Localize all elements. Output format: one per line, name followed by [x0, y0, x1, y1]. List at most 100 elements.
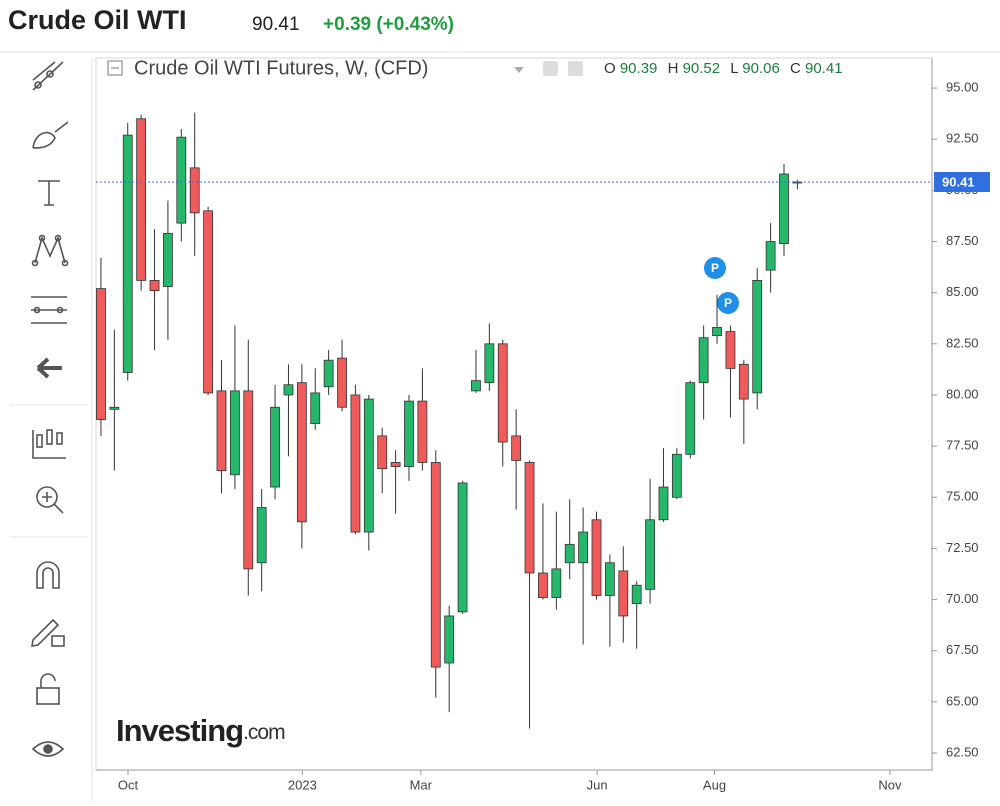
candle-body	[564, 543, 575, 564]
candle-body	[538, 572, 548, 598]
zoom-tool[interactable]	[36, 486, 64, 514]
y-tick-label: 75.00	[946, 489, 979, 504]
event-marker-label: P	[724, 296, 732, 310]
fib-tool[interactable]	[31, 296, 67, 324]
y-tick-label: 95.00	[946, 80, 979, 95]
candle-body	[738, 363, 749, 400]
watermark-brand: Investing	[116, 713, 243, 748]
series-dropdown[interactable]	[514, 67, 524, 73]
close-label: C	[790, 60, 801, 77]
candle-body	[363, 398, 374, 533]
candle-body	[337, 357, 347, 408]
candle-body	[189, 167, 200, 214]
candle-body	[283, 384, 294, 396]
y-tick-label: 65.00	[946, 693, 979, 708]
price-label: 90.41	[942, 174, 975, 189]
candle-body	[645, 519, 655, 590]
candle-body	[752, 279, 763, 394]
candle-body	[430, 462, 441, 668]
last-price: 90.41	[252, 14, 300, 35]
candle-body	[484, 343, 495, 384]
x-tick-label: 2023	[288, 777, 317, 792]
candle-body	[671, 453, 682, 498]
candle-body	[444, 615, 455, 664]
candle-body	[229, 390, 240, 476]
candle-body	[765, 241, 776, 271]
y-tick-label: 62.50	[946, 744, 979, 759]
candle-body	[270, 406, 280, 488]
lock-drawing-tool[interactable]	[31, 618, 65, 647]
candle-body	[471, 380, 481, 392]
candle-body	[417, 400, 428, 463]
x-tick-label: Oct	[118, 777, 139, 792]
candle-body	[136, 118, 147, 281]
x-tick-label: Aug	[703, 777, 726, 792]
candle-body	[658, 486, 669, 521]
open-value: 90.39	[620, 60, 658, 77]
candle-body	[96, 288, 106, 420]
candle-body	[578, 531, 589, 564]
close-value: 90.41	[805, 60, 843, 77]
y-tick-label: 92.50	[946, 131, 979, 146]
y-tick-label: 80.00	[946, 386, 979, 401]
candle-body	[176, 136, 187, 224]
candle-body	[591, 519, 602, 596]
candle-body	[256, 507, 267, 564]
price-label-box	[934, 171, 990, 192]
watermark: Investing.com	[116, 713, 285, 748]
y-tick-label: 85.00	[946, 284, 979, 299]
x-tick-label: Nov	[878, 777, 902, 792]
y-tick-label: 77.50	[946, 438, 979, 453]
x-tick-label: Jun	[587, 777, 608, 792]
candle-body	[497, 343, 508, 443]
candle-body	[712, 327, 722, 337]
candle-body	[163, 232, 173, 287]
ohlc-legend: O 90.39 H 90.52 L 90.06 C 90.41	[604, 60, 843, 77]
trend-line-tool[interactable]	[32, 61, 64, 91]
candle-body	[296, 382, 307, 523]
candle-body	[310, 392, 321, 425]
candle-body	[631, 584, 642, 605]
low-label: L	[730, 60, 738, 77]
candle-body	[243, 390, 254, 570]
brush-tool[interactable]	[32, 121, 69, 149]
candle-body	[618, 570, 629, 617]
candle-body	[404, 400, 414, 467]
candle-body	[390, 462, 401, 467]
visibility-button[interactable]	[543, 61, 558, 76]
low-value: 90.06	[742, 60, 780, 77]
collapse-button[interactable]	[107, 60, 123, 76]
price-change: +0.39 (+0.43%)	[323, 14, 454, 35]
y-tick-label: 72.50	[946, 540, 979, 555]
candle-body	[725, 331, 736, 369]
indicators-tool[interactable]	[32, 429, 66, 459]
candle-body	[122, 134, 133, 373]
visibility-tool[interactable]	[31, 741, 65, 757]
y-tick-label: 67.50	[946, 642, 979, 657]
pattern-tool[interactable]	[31, 234, 69, 267]
y-tick-label: 70.00	[946, 591, 979, 606]
back-arrow[interactable]	[36, 357, 62, 379]
high-label: H	[668, 60, 679, 77]
candle-body	[323, 359, 334, 388]
x-tick-label: Mar	[410, 777, 433, 792]
y-tick-label: 82.50	[946, 335, 979, 350]
settings-button[interactable]	[568, 61, 583, 76]
high-value: 90.52	[683, 60, 721, 77]
candle-body	[604, 562, 615, 596]
watermark-suffix: .com	[243, 721, 285, 744]
magnet-tool[interactable]	[36, 561, 60, 589]
candle-body	[203, 210, 214, 394]
text-tool[interactable]	[38, 180, 60, 206]
candle-body	[457, 482, 468, 613]
open-label: O	[604, 60, 616, 77]
event-marker[interactable]: P	[704, 257, 726, 279]
lock-tool[interactable]	[36, 673, 60, 705]
candle-body	[551, 568, 562, 598]
instrument-title: Crude Oil WTI	[8, 5, 187, 35]
candle-body	[779, 173, 789, 244]
y-tick-label: 87.50	[946, 233, 979, 248]
candle-body	[350, 394, 361, 533]
event-marker[interactable]: P	[717, 292, 739, 314]
